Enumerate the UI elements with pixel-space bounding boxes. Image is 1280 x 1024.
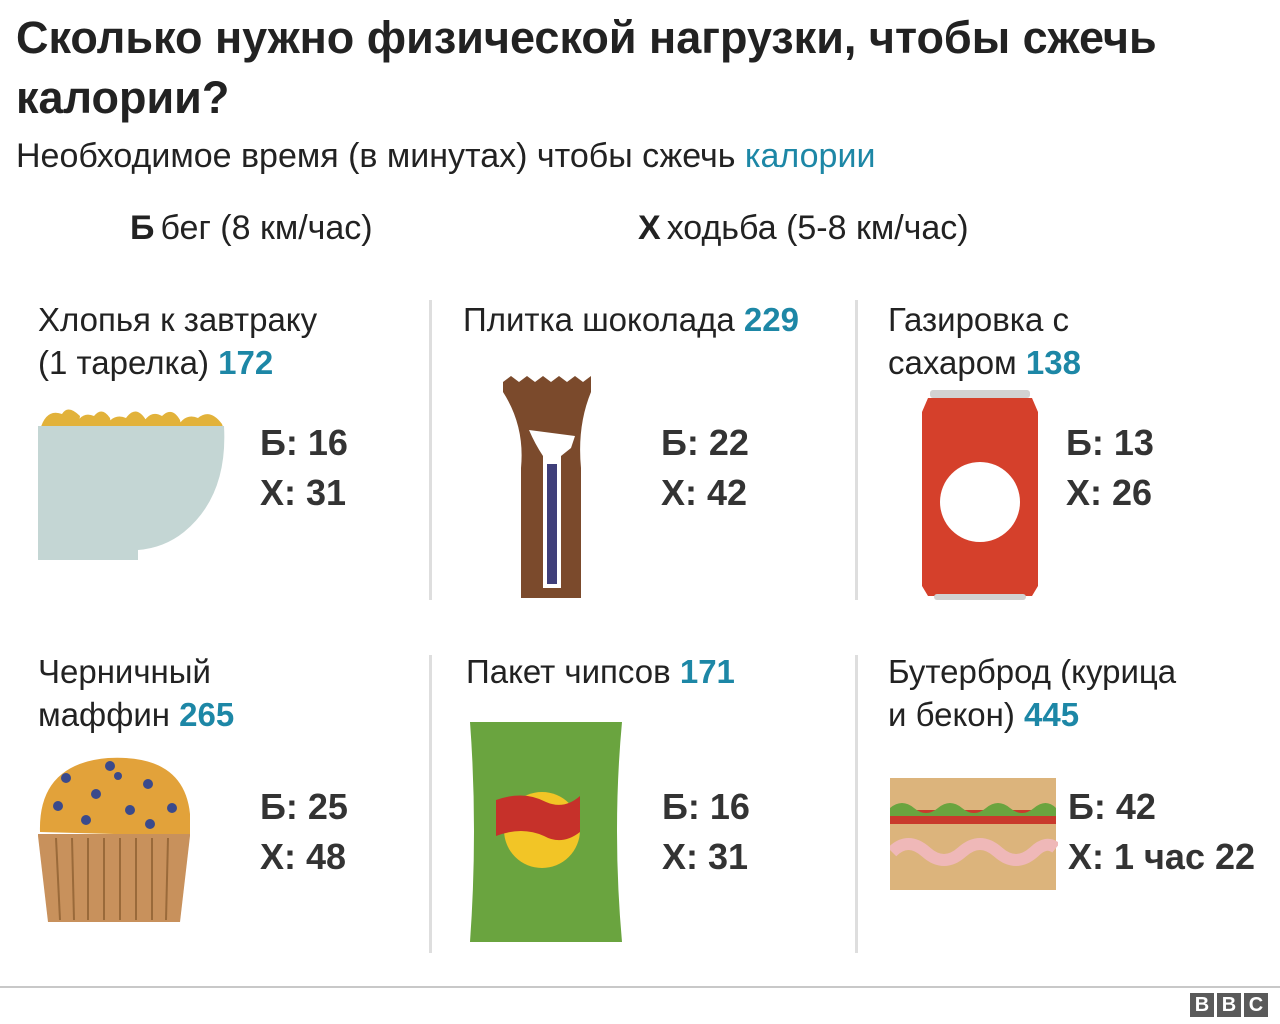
run-minutes: Б: 16 xyxy=(260,422,348,463)
food-name: Черничный xyxy=(38,653,211,690)
walk-minutes: Х: 26 xyxy=(1066,472,1153,513)
calories-value: 265 xyxy=(179,696,235,733)
subtitle-text: Необходимое время (в минутах) чтобы сжеч… xyxy=(16,137,736,175)
burn-stats: Б: 16 Х: 31 xyxy=(260,418,348,518)
food-title: Газировка с сахаром 138 xyxy=(888,298,1280,384)
burn-stats: Б: 22 Х: 42 xyxy=(661,418,749,518)
food-name: и бекон) xyxy=(888,696,1015,733)
subtitle-accent: калории xyxy=(744,137,876,175)
grid-divider xyxy=(855,655,858,953)
chips-bag-icon xyxy=(470,722,622,942)
page-title: Сколько нужно физической нагрузки, чтобы… xyxy=(16,12,1157,123)
logo-letter: C xyxy=(1244,993,1268,1017)
bbc-logo: B B C xyxy=(1190,993,1268,1017)
food-title: Черничный маффин 265 xyxy=(38,650,438,736)
food-card-sandwich: Бутерброд (курица и бекон) 445 Б: 42 Х: … xyxy=(888,650,1280,980)
food-card-muffin: Черничный маффин 265 Б: 25 Х: 48 xyxy=(38,650,448,980)
food-title: Бутерброд (курица и бекон) 445 xyxy=(888,650,1280,736)
logo-letter: B xyxy=(1190,993,1214,1017)
calories-value: 229 xyxy=(743,301,799,338)
run-minutes: Б: 22 xyxy=(661,422,749,463)
logo-letter: B xyxy=(1217,993,1241,1017)
food-card-soda: Газировка с сахаром 138 Б: 13 Х: 26 xyxy=(888,298,1280,628)
footer-divider xyxy=(0,986,1280,988)
chocolate-bar-icon xyxy=(503,376,591,598)
cereal-bowl-icon xyxy=(38,409,225,560)
subtitle: Необходимое время (в минутах) чтобы сжеч… xyxy=(16,134,875,178)
food-card-cereal: Хлопья к завтраку (1 тарелка) 172 Б: 16 … xyxy=(38,298,448,628)
run-minutes: Б: 42 xyxy=(1068,786,1156,827)
walk-minutes: Х: 31 xyxy=(662,836,749,877)
muffin-icon xyxy=(38,757,190,922)
run-minutes: Б: 25 xyxy=(260,786,348,827)
run-minutes: Б: 13 xyxy=(1066,422,1154,463)
calories-value: 138 xyxy=(1025,344,1081,381)
walk-minutes: Х: 1 час 22 xyxy=(1068,836,1256,877)
food-card-chocolate: Плитка шоколада 229 Б: 22 Х: 42 xyxy=(463,298,873,628)
food-name: Плитка шоколада xyxy=(463,301,735,338)
legend-run-label: бег (8 км/час) xyxy=(160,209,373,247)
food-name: Газировка с xyxy=(888,301,1069,338)
food-name: Хлопья к завтраку xyxy=(38,301,318,338)
food-name: (1 тарелка) xyxy=(38,344,209,381)
legend-walk-key: Х xyxy=(638,209,661,247)
legend-walk-label: ходьба (5-8 км/час) xyxy=(666,209,969,247)
grid-divider xyxy=(855,300,858,600)
burn-stats: Б: 42 Х: 1 час 22 xyxy=(1068,782,1255,882)
burn-stats: Б: 16 Х: 31 xyxy=(662,782,750,882)
food-title: Хлопья к завтраку (1 тарелка) 172 xyxy=(38,298,438,384)
food-card-chips: Пакет чипсов 171 Б: 16 Х: 31 xyxy=(466,650,876,980)
food-name: Пакет чипсов xyxy=(466,653,671,690)
food-name: Бутерброд (курица xyxy=(888,653,1177,690)
food-title: Плитка шоколада 229 xyxy=(463,298,863,341)
sandwich-icon xyxy=(890,778,1058,890)
walk-minutes: Х: 31 xyxy=(260,472,347,513)
food-title: Пакет чипсов 171 xyxy=(466,650,866,693)
legend-run-key: Б xyxy=(130,209,155,247)
walk-minutes: Х: 42 xyxy=(661,472,748,513)
food-name: сахаром xyxy=(888,344,1017,381)
walk-minutes: Х: 48 xyxy=(260,836,347,877)
food-name: маффин xyxy=(38,696,170,733)
calories-value: 172 xyxy=(218,344,274,381)
calories-value: 171 xyxy=(679,653,735,690)
burn-stats: Б: 13 Х: 26 xyxy=(1066,418,1154,518)
burn-stats: Б: 25 Х: 48 xyxy=(260,782,348,882)
soda-can-icon xyxy=(922,390,1038,600)
calories-value: 445 xyxy=(1024,696,1080,733)
grid-divider xyxy=(429,300,432,600)
run-minutes: Б: 16 xyxy=(662,786,750,827)
grid-divider xyxy=(429,655,432,953)
